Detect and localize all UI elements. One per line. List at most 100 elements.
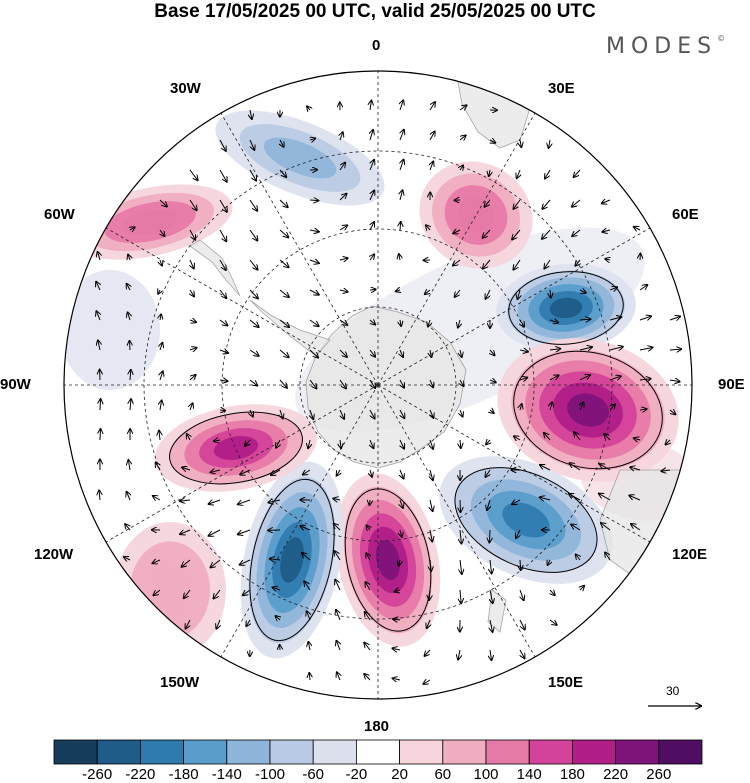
- wind-arrow: [219, 199, 227, 212]
- wind-arrow: [160, 229, 165, 236]
- wind-arrow: [249, 319, 259, 327]
- wind-arrow: [307, 611, 310, 621]
- wind-arrow: [250, 109, 252, 119]
- lon-label-180: 180: [364, 718, 390, 735]
- wind-arrow: [490, 140, 495, 143]
- wind-arrow: [189, 169, 198, 180]
- wind-arrow: [309, 260, 319, 263]
- wind-arrow: [216, 619, 220, 629]
- wind-arrow: [400, 222, 401, 231]
- wind-arrow: [99, 490, 100, 501]
- wind-arrow: [540, 465, 551, 471]
- anomaly-band: [64, 270, 160, 390]
- wind-arrow: [428, 319, 430, 327]
- wind-arrow: [579, 290, 586, 293]
- contour: [508, 271, 624, 345]
- wind-arrow: [159, 431, 160, 441]
- wind-arrow: [366, 553, 370, 561]
- contour: [169, 411, 303, 485]
- wind-arrow: [400, 319, 401, 326]
- lon-label-90w: 90W: [0, 376, 31, 393]
- wind-arrow: [309, 230, 319, 232]
- wind-arrow: [400, 499, 403, 508]
- wind-arrow: [430, 439, 433, 449]
- wind-arrow: [460, 349, 462, 357]
- colorbar-tick-label: 20: [391, 766, 408, 783]
- wind-arrow: [490, 350, 495, 355]
- wind-arrow: [249, 349, 259, 356]
- wind-arrow: [307, 106, 310, 110]
- wind-arrow: [180, 500, 191, 501]
- wind-arrow: [572, 199, 581, 207]
- wind-arrow: [340, 439, 341, 448]
- colorbar-tick-label: 180: [559, 766, 585, 783]
- wind-arrow: [609, 317, 621, 320]
- contour-lines: [169, 271, 663, 642]
- wind-arrow: [369, 409, 375, 419]
- wind-arrow: [429, 102, 435, 111]
- wind-arrow: [96, 282, 100, 291]
- wind-arrow: [160, 260, 162, 266]
- wind-arrow: [337, 672, 340, 681]
- wind-arrow: [400, 100, 403, 111]
- wind-arrow: [154, 589, 161, 595]
- wind-arrow: [190, 289, 194, 296]
- brand-name: MODES: [606, 34, 718, 59]
- wind-arrow: [339, 163, 345, 171]
- wind-arrow: [100, 399, 101, 411]
- wind-arrow: [570, 463, 581, 471]
- wind-arrow: [426, 225, 430, 230]
- colorbar-tick-label: -140: [211, 766, 242, 783]
- wind-arrow: [279, 259, 289, 267]
- brand-logo: MODES©: [606, 34, 725, 59]
- wind-arrow: [519, 350, 528, 352]
- wind-arrow: [369, 379, 375, 388]
- wind-arrow: [130, 341, 131, 351]
- colorbar-tick-label: -220: [125, 766, 156, 783]
- wind-arrow: [100, 429, 101, 441]
- wind-arrow: [517, 169, 520, 178]
- wind-arrow: [339, 258, 348, 260]
- meridian: [105, 384, 379, 543]
- colorbar-swatch: [442, 739, 487, 765]
- wind-arrow: [639, 379, 651, 380]
- wind-arrow: [483, 259, 491, 269]
- colorbar-swatch: [399, 739, 444, 765]
- meridian: [220, 384, 379, 658]
- wind-arrow: [669, 317, 680, 321]
- wind-arrow: [460, 559, 462, 574]
- colorbar-swatch: [312, 739, 357, 765]
- wind-arrow: [250, 409, 253, 417]
- wind-arrow: [340, 132, 343, 141]
- wind-arrow: [370, 254, 374, 261]
- wind-arrow: [156, 463, 160, 471]
- wind-arrow: [395, 590, 401, 592]
- wind-arrow: [249, 379, 257, 386]
- wind-arrow: [370, 160, 374, 171]
- wind-arrow: [128, 312, 130, 321]
- wind-arrow: [400, 529, 402, 537]
- wind-arrow: [249, 289, 258, 298]
- wind-arrow: [574, 432, 581, 441]
- wind-arrow: [152, 560, 161, 563]
- wind-arrow: [96, 311, 100, 321]
- wind-arrow: [339, 379, 346, 388]
- meridian: [220, 112, 379, 386]
- wind-arrow: [519, 378, 527, 380]
- wind-arrow: [490, 619, 493, 632]
- wind-arrow: [520, 139, 521, 147]
- wind-arrow: [219, 350, 228, 353]
- wind-arrow: [518, 289, 521, 299]
- wind-arrow: [430, 499, 433, 511]
- colorbar-swatch: [139, 739, 184, 765]
- wind-arrow: [460, 529, 461, 544]
- wind-arrow: [486, 440, 490, 444]
- wind-arrow: [209, 500, 221, 504]
- wind-arrow: [160, 343, 162, 351]
- wind-arrow: [365, 612, 371, 621]
- colorbar-tick-label: 60: [434, 766, 452, 783]
- colorbar-swatch: [615, 739, 660, 765]
- colorbar-swatch: [485, 739, 530, 765]
- wind-arrow: [661, 470, 671, 471]
